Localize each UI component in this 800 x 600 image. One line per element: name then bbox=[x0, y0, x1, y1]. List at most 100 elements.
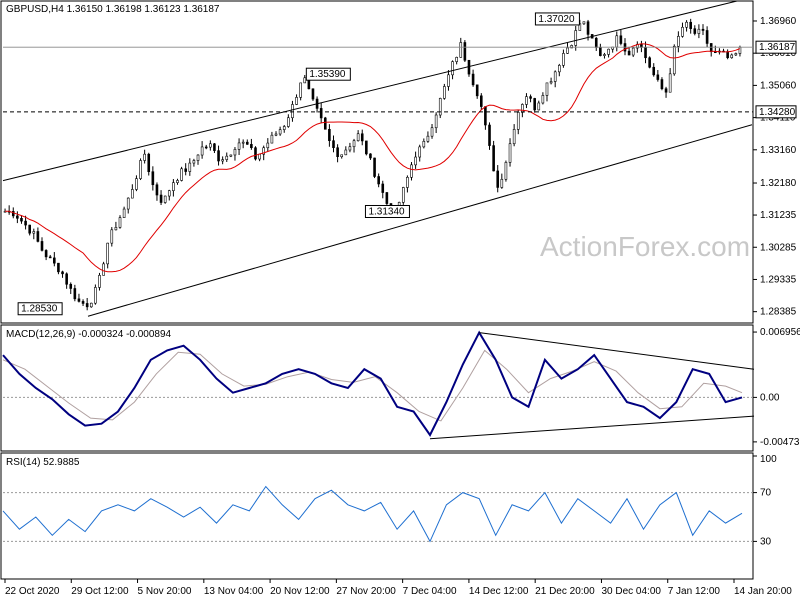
candle-body bbox=[562, 53, 565, 66]
candle-body bbox=[126, 197, 130, 210]
candle-body bbox=[77, 298, 81, 302]
price-ytick-label: 1.28385 bbox=[760, 307, 797, 318]
candle-body bbox=[266, 142, 270, 149]
horizontal-level-label: 1.34280 bbox=[759, 107, 796, 118]
candle-body bbox=[738, 47, 742, 54]
candle-body bbox=[570, 45, 573, 49]
channel-upper-line bbox=[2, 0, 738, 182]
candle-body bbox=[566, 47, 569, 54]
xtick-label: 21 Dec 20:00 bbox=[535, 586, 595, 597]
candle-body bbox=[143, 153, 146, 161]
candle-body bbox=[615, 35, 619, 48]
candle-body bbox=[356, 133, 360, 142]
candle-body bbox=[697, 28, 701, 34]
candle-body bbox=[677, 36, 680, 47]
candle-body bbox=[114, 227, 118, 231]
xtick-label: 20 Nov 12:00 bbox=[270, 586, 330, 597]
candle-body bbox=[430, 127, 434, 137]
candle-body bbox=[110, 229, 114, 244]
xtick-label: 27 Nov 20:00 bbox=[336, 586, 396, 597]
candle-body bbox=[496, 170, 500, 188]
candle-body bbox=[196, 154, 200, 161]
candle-body bbox=[282, 126, 286, 130]
candle-body bbox=[229, 154, 233, 157]
xtick-label: 7 Dec 04:00 bbox=[403, 586, 457, 597]
watermark: ActionForex.com bbox=[540, 231, 750, 262]
price-annotation-box bbox=[364, 204, 410, 218]
candle-body bbox=[221, 159, 224, 162]
candle-body bbox=[471, 73, 475, 86]
horizontal-level-badge bbox=[755, 105, 797, 119]
candle-body bbox=[209, 143, 212, 148]
candle-body bbox=[553, 71, 557, 82]
candle-body bbox=[360, 133, 364, 142]
candle-body bbox=[16, 215, 19, 219]
candle-body bbox=[701, 28, 705, 31]
price-annotation-box bbox=[534, 12, 580, 26]
candle-body bbox=[274, 133, 278, 136]
candle-body bbox=[438, 98, 442, 116]
candle-body bbox=[48, 256, 52, 259]
candle-body bbox=[319, 108, 323, 119]
candle-body bbox=[693, 28, 697, 34]
candle-body bbox=[504, 162, 508, 180]
candle-body bbox=[406, 177, 409, 188]
candle-body bbox=[332, 140, 335, 149]
macd-layer bbox=[2, 330, 755, 440]
candle-body bbox=[685, 21, 688, 28]
candle-body bbox=[426, 135, 430, 142]
candle-body bbox=[40, 241, 44, 251]
candle-body bbox=[94, 287, 97, 304]
macd-triangle-upper bbox=[479, 332, 755, 370]
candle-body bbox=[184, 168, 187, 172]
candle-body bbox=[69, 283, 73, 289]
candle-body bbox=[418, 146, 422, 158]
rsi-layer bbox=[2, 485, 753, 543]
macd-signal-line bbox=[2, 349, 743, 422]
candle-body bbox=[44, 250, 48, 258]
candle-body bbox=[254, 147, 257, 160]
candle-body bbox=[627, 50, 631, 56]
macd-panel-frame bbox=[0, 324, 754, 452]
candle-body bbox=[479, 95, 483, 107]
candle-body bbox=[492, 145, 495, 172]
candle-body bbox=[147, 153, 151, 172]
candle-body bbox=[660, 79, 664, 90]
macd-line bbox=[2, 330, 743, 437]
candle-body bbox=[57, 262, 60, 273]
candle-body bbox=[664, 88, 668, 93]
candle-body bbox=[656, 74, 660, 80]
candle-body bbox=[102, 263, 105, 276]
candle-body bbox=[541, 95, 545, 104]
candle-body bbox=[135, 178, 138, 190]
candle-body bbox=[451, 61, 454, 76]
candle-body bbox=[475, 84, 479, 97]
candle-body bbox=[295, 97, 298, 105]
candle-body bbox=[365, 140, 368, 155]
candle-body bbox=[131, 189, 134, 199]
price-ytick-label: 1.31235 bbox=[760, 210, 797, 221]
candle-body bbox=[484, 106, 487, 126]
candle-body bbox=[730, 54, 734, 59]
candle-body bbox=[385, 192, 389, 204]
candle-body bbox=[594, 37, 598, 48]
candle-body bbox=[172, 182, 175, 191]
candle-body bbox=[258, 153, 261, 160]
candle-body bbox=[668, 73, 672, 93]
candle-body bbox=[163, 195, 167, 203]
xtick-label: 13 Nov 04:00 bbox=[204, 586, 264, 597]
price-ytick-label: 1.33160 bbox=[760, 145, 797, 156]
candle-body bbox=[155, 184, 159, 196]
price-ytick-label: 1.35060 bbox=[760, 80, 797, 91]
candle-body bbox=[65, 273, 68, 285]
candle-body bbox=[508, 143, 512, 163]
candle-body bbox=[726, 51, 729, 59]
candle-body bbox=[545, 82, 549, 96]
candle-body bbox=[340, 154, 344, 157]
candle-body bbox=[217, 150, 220, 162]
candle-body bbox=[36, 231, 40, 242]
candle-body bbox=[529, 96, 532, 99]
candle-body bbox=[192, 160, 196, 164]
candle-body bbox=[299, 82, 302, 98]
macd-ytick-label: 0.00 bbox=[760, 392, 780, 403]
